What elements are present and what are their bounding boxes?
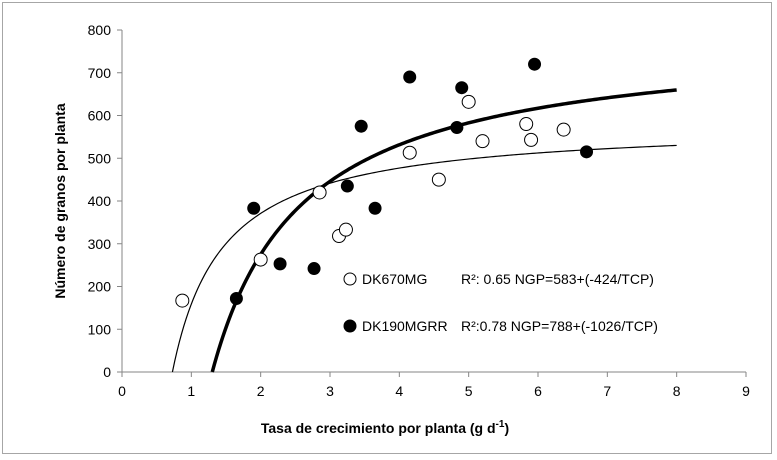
point-dk670mg — [431, 172, 446, 187]
x-tick-label: 1 — [187, 383, 195, 399]
point-dk190mgrr — [229, 291, 243, 305]
x-tick-label: 0 — [118, 383, 126, 399]
point-dk670mg — [524, 132, 539, 147]
y-tick-label: 700 — [88, 65, 112, 81]
x-tick-label: 3 — [326, 383, 334, 399]
y-axis-title: Número de granos por planta — [52, 103, 68, 298]
chart-frame — [2, 2, 772, 454]
x-tick-label: 6 — [534, 383, 542, 399]
point-dk670mg — [556, 122, 571, 137]
point-dk670mg — [461, 94, 476, 109]
x-tick-label: 8 — [673, 383, 681, 399]
x-tick-label: 9 — [742, 383, 750, 399]
y-tick-label: 400 — [88, 193, 112, 209]
y-tick-label: 800 — [88, 22, 112, 38]
point-dk670mg — [175, 293, 190, 308]
regression-equation: R²:0.78 NGP=788+(-1026/TCP) — [461, 318, 658, 334]
point-dk670mg — [402, 145, 417, 160]
x-axis-title: Tasa de crecimiento por planta (g d-1) — [261, 419, 509, 436]
y-tick-label: 600 — [88, 108, 112, 124]
fit-curves — [171, 88, 677, 373]
point-dk190mgrr — [528, 57, 542, 71]
y-tick-label: 500 — [88, 150, 112, 166]
point-dk190mgrr — [450, 120, 464, 134]
y-tick-label: 0 — [103, 364, 111, 380]
point-dk670mg — [338, 222, 353, 237]
legend-marker — [343, 272, 357, 286]
tick-group: 0 1 2 3 4 5 6 7 8 9 0 100 200 300 400 500 600 700 800 — [88, 22, 750, 399]
y-tick-label: 300 — [88, 236, 112, 252]
point-dk670mg — [312, 185, 327, 200]
point-dk190mgrr — [403, 70, 417, 84]
data-points — [175, 57, 594, 308]
point-dk670mg — [475, 134, 490, 149]
x-tick-label: 4 — [395, 383, 403, 399]
point-dk190mgrr — [273, 257, 287, 271]
x-tick-label: 7 — [603, 383, 611, 399]
legend-marker — [343, 319, 357, 333]
point-dk190mgrr — [354, 119, 368, 133]
point-dk190mgrr — [340, 179, 354, 193]
y-tick-label: 200 — [88, 279, 112, 295]
point-dk670mg — [253, 252, 268, 267]
point-dk190mgrr — [580, 145, 594, 159]
x-axis-title-sup: -1 — [496, 419, 505, 430]
regression-equation: R²: 0.65 NGP=583+(-424/TCP) — [461, 271, 654, 287]
point-dk190mgrr — [455, 81, 469, 95]
y-tick-label: 100 — [88, 321, 112, 337]
legend: DK670MG R²: 0.65 NGP=583+(-424/TCP) DK190M… — [343, 271, 658, 334]
point-dk190mgrr — [368, 201, 382, 215]
point-dk190mgrr — [247, 201, 261, 215]
point-dk190mgrr — [307, 262, 321, 276]
legend-label: DK670MG — [362, 271, 427, 287]
x-tick-label: 5 — [465, 383, 473, 399]
fit-curve-dk670mg — [171, 144, 677, 373]
x-tick-label: 2 — [257, 383, 265, 399]
fit-curve-dk190mgrr — [210, 88, 677, 373]
x-axis-title-end: ) — [504, 420, 509, 436]
point-dk670mg — [519, 117, 534, 132]
x-axis-title-main: Tasa de crecimiento por planta (g d — [261, 420, 496, 436]
legend-label: DK190MGRR — [362, 318, 448, 334]
